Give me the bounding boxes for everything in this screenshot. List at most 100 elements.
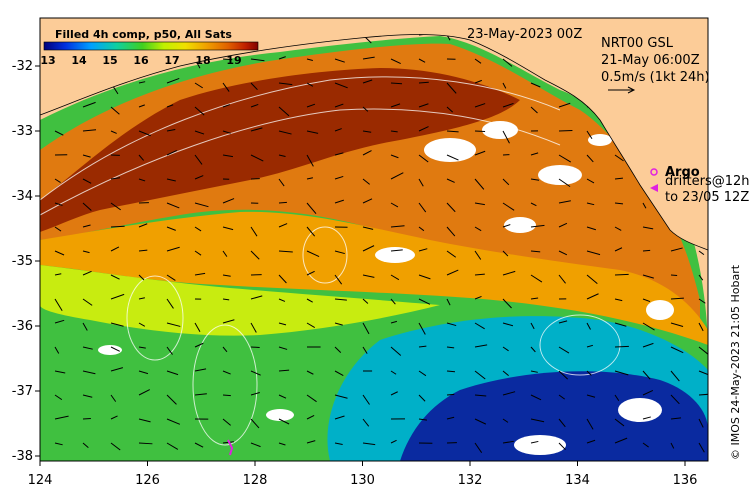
current-arrow [306, 226, 316, 237]
current-arrow [110, 225, 125, 228]
current-arrow [558, 154, 572, 163]
current-arrow [558, 250, 568, 256]
current-arrow [502, 370, 509, 377]
current-arrow [278, 442, 286, 446]
current-arrow [194, 342, 204, 348]
current-arrow [306, 103, 316, 108]
current-arrow [502, 391, 516, 396]
current-arrow [642, 416, 651, 420]
current-arrow [446, 250, 457, 258]
hot-core [40, 68, 520, 232]
current-arrow [54, 346, 60, 354]
current-arrow [698, 250, 705, 256]
current-arrow [278, 394, 287, 399]
current-arrow [614, 154, 624, 162]
current-arrow [698, 418, 704, 428]
current-arrow [642, 370, 651, 380]
current-arrow [138, 442, 153, 445]
current-arrow [362, 394, 370, 405]
current-arrow [614, 226, 622, 231]
current-arrow [530, 250, 541, 253]
current-arrow [418, 103, 429, 108]
x-tick-label: 136 [673, 473, 698, 488]
velocity-time: 21-May 06:00Z [601, 53, 700, 68]
current-arrow [390, 58, 401, 64]
current-arrow [530, 274, 543, 283]
current-arrow [166, 77, 180, 84]
current-arrow [334, 152, 344, 156]
plot-frame [39, 17, 709, 462]
current-arrow [586, 226, 597, 231]
current-arrow [278, 346, 288, 350]
current-arrow [642, 322, 655, 331]
current-arrow [362, 442, 376, 446]
current-arrow [586, 418, 594, 430]
current-arrow [82, 394, 93, 398]
current-arrow [362, 226, 374, 230]
current-arrow [334, 415, 345, 420]
current-arrow [586, 293, 599, 300]
current-arrow [614, 437, 628, 444]
current-arrow [278, 201, 287, 204]
current-arrow [250, 322, 257, 333]
current-arrow [110, 106, 120, 115]
current-arrow [138, 389, 150, 396]
current-arrow [446, 106, 454, 113]
y-axis: -32 -33 -34 -35 -36 -37 -38 [12, 59, 40, 464]
current-arrow [250, 82, 258, 91]
current-arrow [474, 273, 485, 276]
current-arrow [110, 202, 121, 211]
current-arrow [642, 274, 654, 279]
current-arrow [530, 346, 536, 353]
current-arrow [670, 417, 682, 420]
current-arrow [446, 82, 457, 94]
current-arrow [306, 154, 314, 167]
current-arrow [82, 154, 91, 158]
current-arrow [502, 298, 512, 309]
current-arrow [306, 322, 315, 328]
current-arrow [166, 346, 173, 355]
current-arrow [306, 394, 317, 403]
current-arrow [166, 202, 180, 209]
current-arrow [474, 178, 485, 190]
current-arrow [334, 322, 343, 326]
current-arrow [138, 130, 151, 137]
current-arrow [530, 297, 539, 300]
contours [40, 76, 621, 446]
current-arrow [194, 393, 207, 396]
current-arrow [82, 322, 88, 331]
current-arrow [474, 295, 482, 300]
current-arrow [82, 101, 96, 108]
current-arrow [278, 298, 286, 302]
current-arrow [670, 394, 680, 405]
current-arrow [82, 250, 90, 254]
current-arrow [222, 154, 234, 158]
current-arrow [390, 391, 398, 396]
current-arrow [334, 346, 342, 353]
current-arrow [614, 370, 629, 376]
current-arrow [54, 226, 62, 232]
current-arrow [250, 391, 260, 396]
current-arrow [82, 298, 93, 306]
current-arrow [362, 79, 373, 84]
current-arrow [194, 154, 203, 165]
current-arrow [586, 370, 592, 376]
current-arrow [110, 322, 124, 327]
current-arrow [390, 172, 404, 180]
current-arrow [194, 368, 207, 372]
current-arrow [362, 245, 375, 252]
current-arrow [614, 345, 629, 348]
current-arrow [166, 370, 179, 376]
current-arrow [82, 202, 92, 211]
current-arrow [334, 82, 348, 89]
current-arrow [446, 346, 455, 349]
current-arrow [390, 249, 403, 252]
current-arrow [82, 442, 89, 448]
current-arrow [166, 128, 176, 132]
y-tick-label: -36 [12, 319, 33, 334]
current-arrow [446, 178, 455, 183]
current-arrow [586, 154, 594, 163]
current-arrow [586, 274, 598, 284]
current-arrow [530, 202, 537, 207]
current-arrow [138, 297, 145, 300]
